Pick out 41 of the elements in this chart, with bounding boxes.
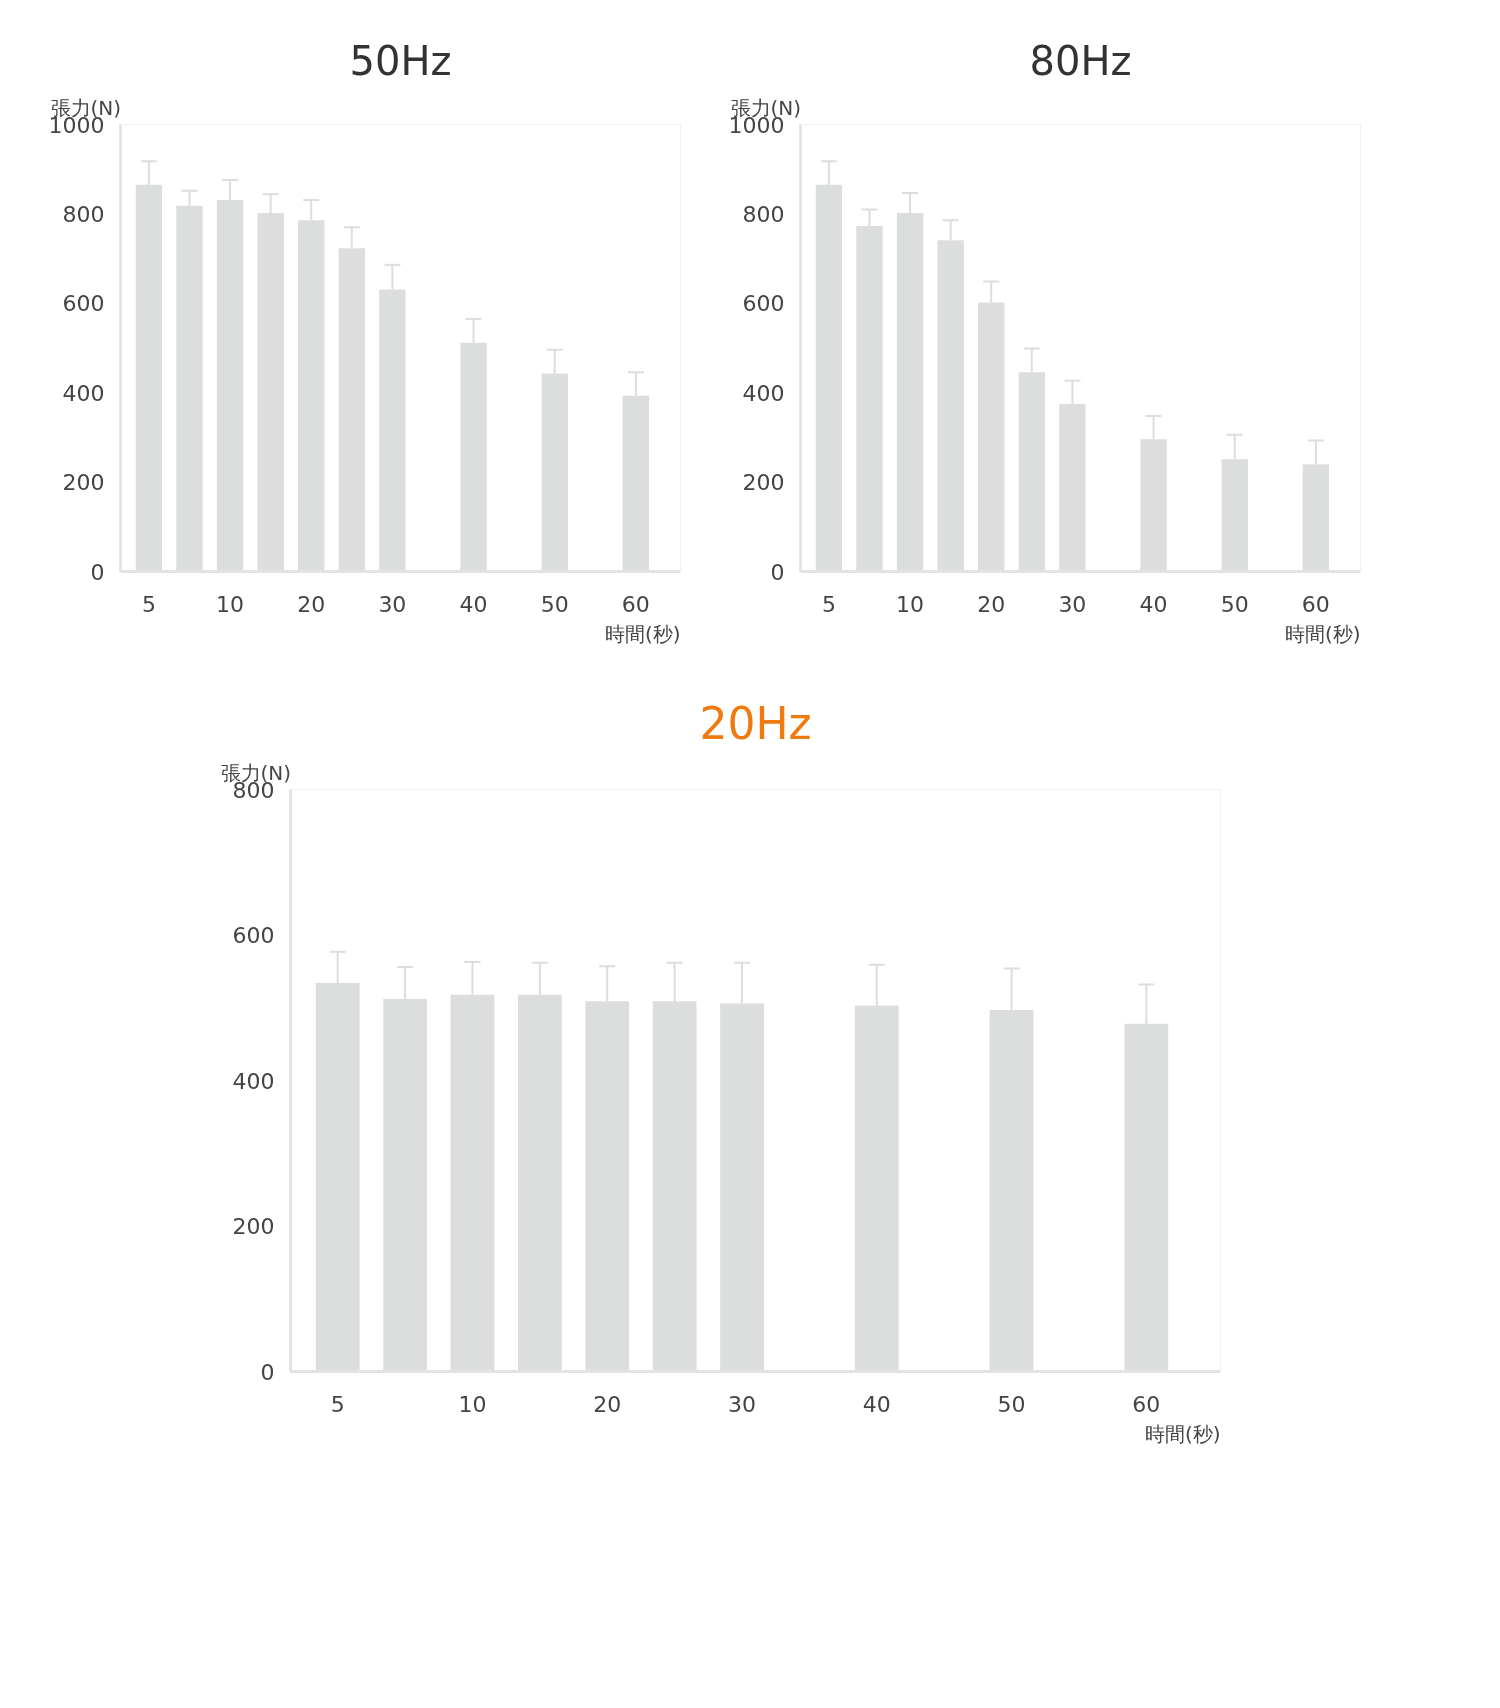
x-axis-title: 時間(秒) bbox=[604, 621, 681, 646]
y-tick-label: 800 bbox=[742, 201, 785, 227]
x-tick-label: 10 bbox=[896, 591, 925, 617]
y-tick-label: 0 bbox=[90, 559, 105, 585]
x-tick-label: 20 bbox=[593, 1391, 622, 1417]
x-tick-label: 40 bbox=[862, 1391, 891, 1417]
y-tick-label: 400 bbox=[232, 1068, 275, 1094]
x-tick-label: 5 bbox=[141, 591, 156, 617]
y-tick-label: 600 bbox=[62, 291, 105, 317]
x-tick-label: 50 bbox=[1220, 591, 1249, 617]
x-tick-label: 30 bbox=[378, 591, 407, 617]
x-tick-label: 60 bbox=[621, 591, 650, 617]
x-tick-label: 5 bbox=[330, 1391, 345, 1417]
chart-title: 50Hz bbox=[349, 37, 452, 84]
y-tick-label: 400 bbox=[742, 380, 785, 406]
y-tick-label: 200 bbox=[742, 470, 785, 496]
x-tick-label: 20 bbox=[977, 591, 1006, 617]
x-tick-label: 60 bbox=[1132, 1391, 1161, 1417]
chart-title: 20Hz bbox=[699, 697, 812, 749]
x-tick-label: 10 bbox=[216, 591, 245, 617]
y-tick-label: 800 bbox=[62, 201, 105, 227]
x-tick-label: 50 bbox=[540, 591, 569, 617]
y-tick-label: 400 bbox=[62, 380, 105, 406]
x-tick-label: 20 bbox=[297, 591, 326, 617]
x-tick-label: 40 bbox=[459, 591, 488, 617]
x-tick-label: 30 bbox=[728, 1391, 757, 1417]
y-tick-label: 600 bbox=[742, 291, 785, 317]
y-tick-label: 0 bbox=[770, 559, 785, 585]
y-tick-label: 0 bbox=[260, 1359, 275, 1385]
chart-title: 80Hz bbox=[1029, 37, 1132, 84]
x-tick-label: 40 bbox=[1139, 591, 1168, 617]
y-tick-label: 600 bbox=[232, 923, 275, 948]
x-tick-label: 5 bbox=[821, 591, 836, 617]
x-axis-title: 時間(秒) bbox=[1144, 1421, 1221, 1446]
y-tick-label: 200 bbox=[232, 1214, 275, 1239]
x-tick-label: 60 bbox=[1301, 591, 1330, 617]
y-tick-label: 200 bbox=[62, 470, 105, 496]
x-tick-label: 10 bbox=[458, 1391, 487, 1417]
x-axis-title: 時間(秒) bbox=[1284, 621, 1361, 646]
x-tick-label: 50 bbox=[997, 1391, 1026, 1417]
x-tick-label: 30 bbox=[1058, 591, 1087, 617]
